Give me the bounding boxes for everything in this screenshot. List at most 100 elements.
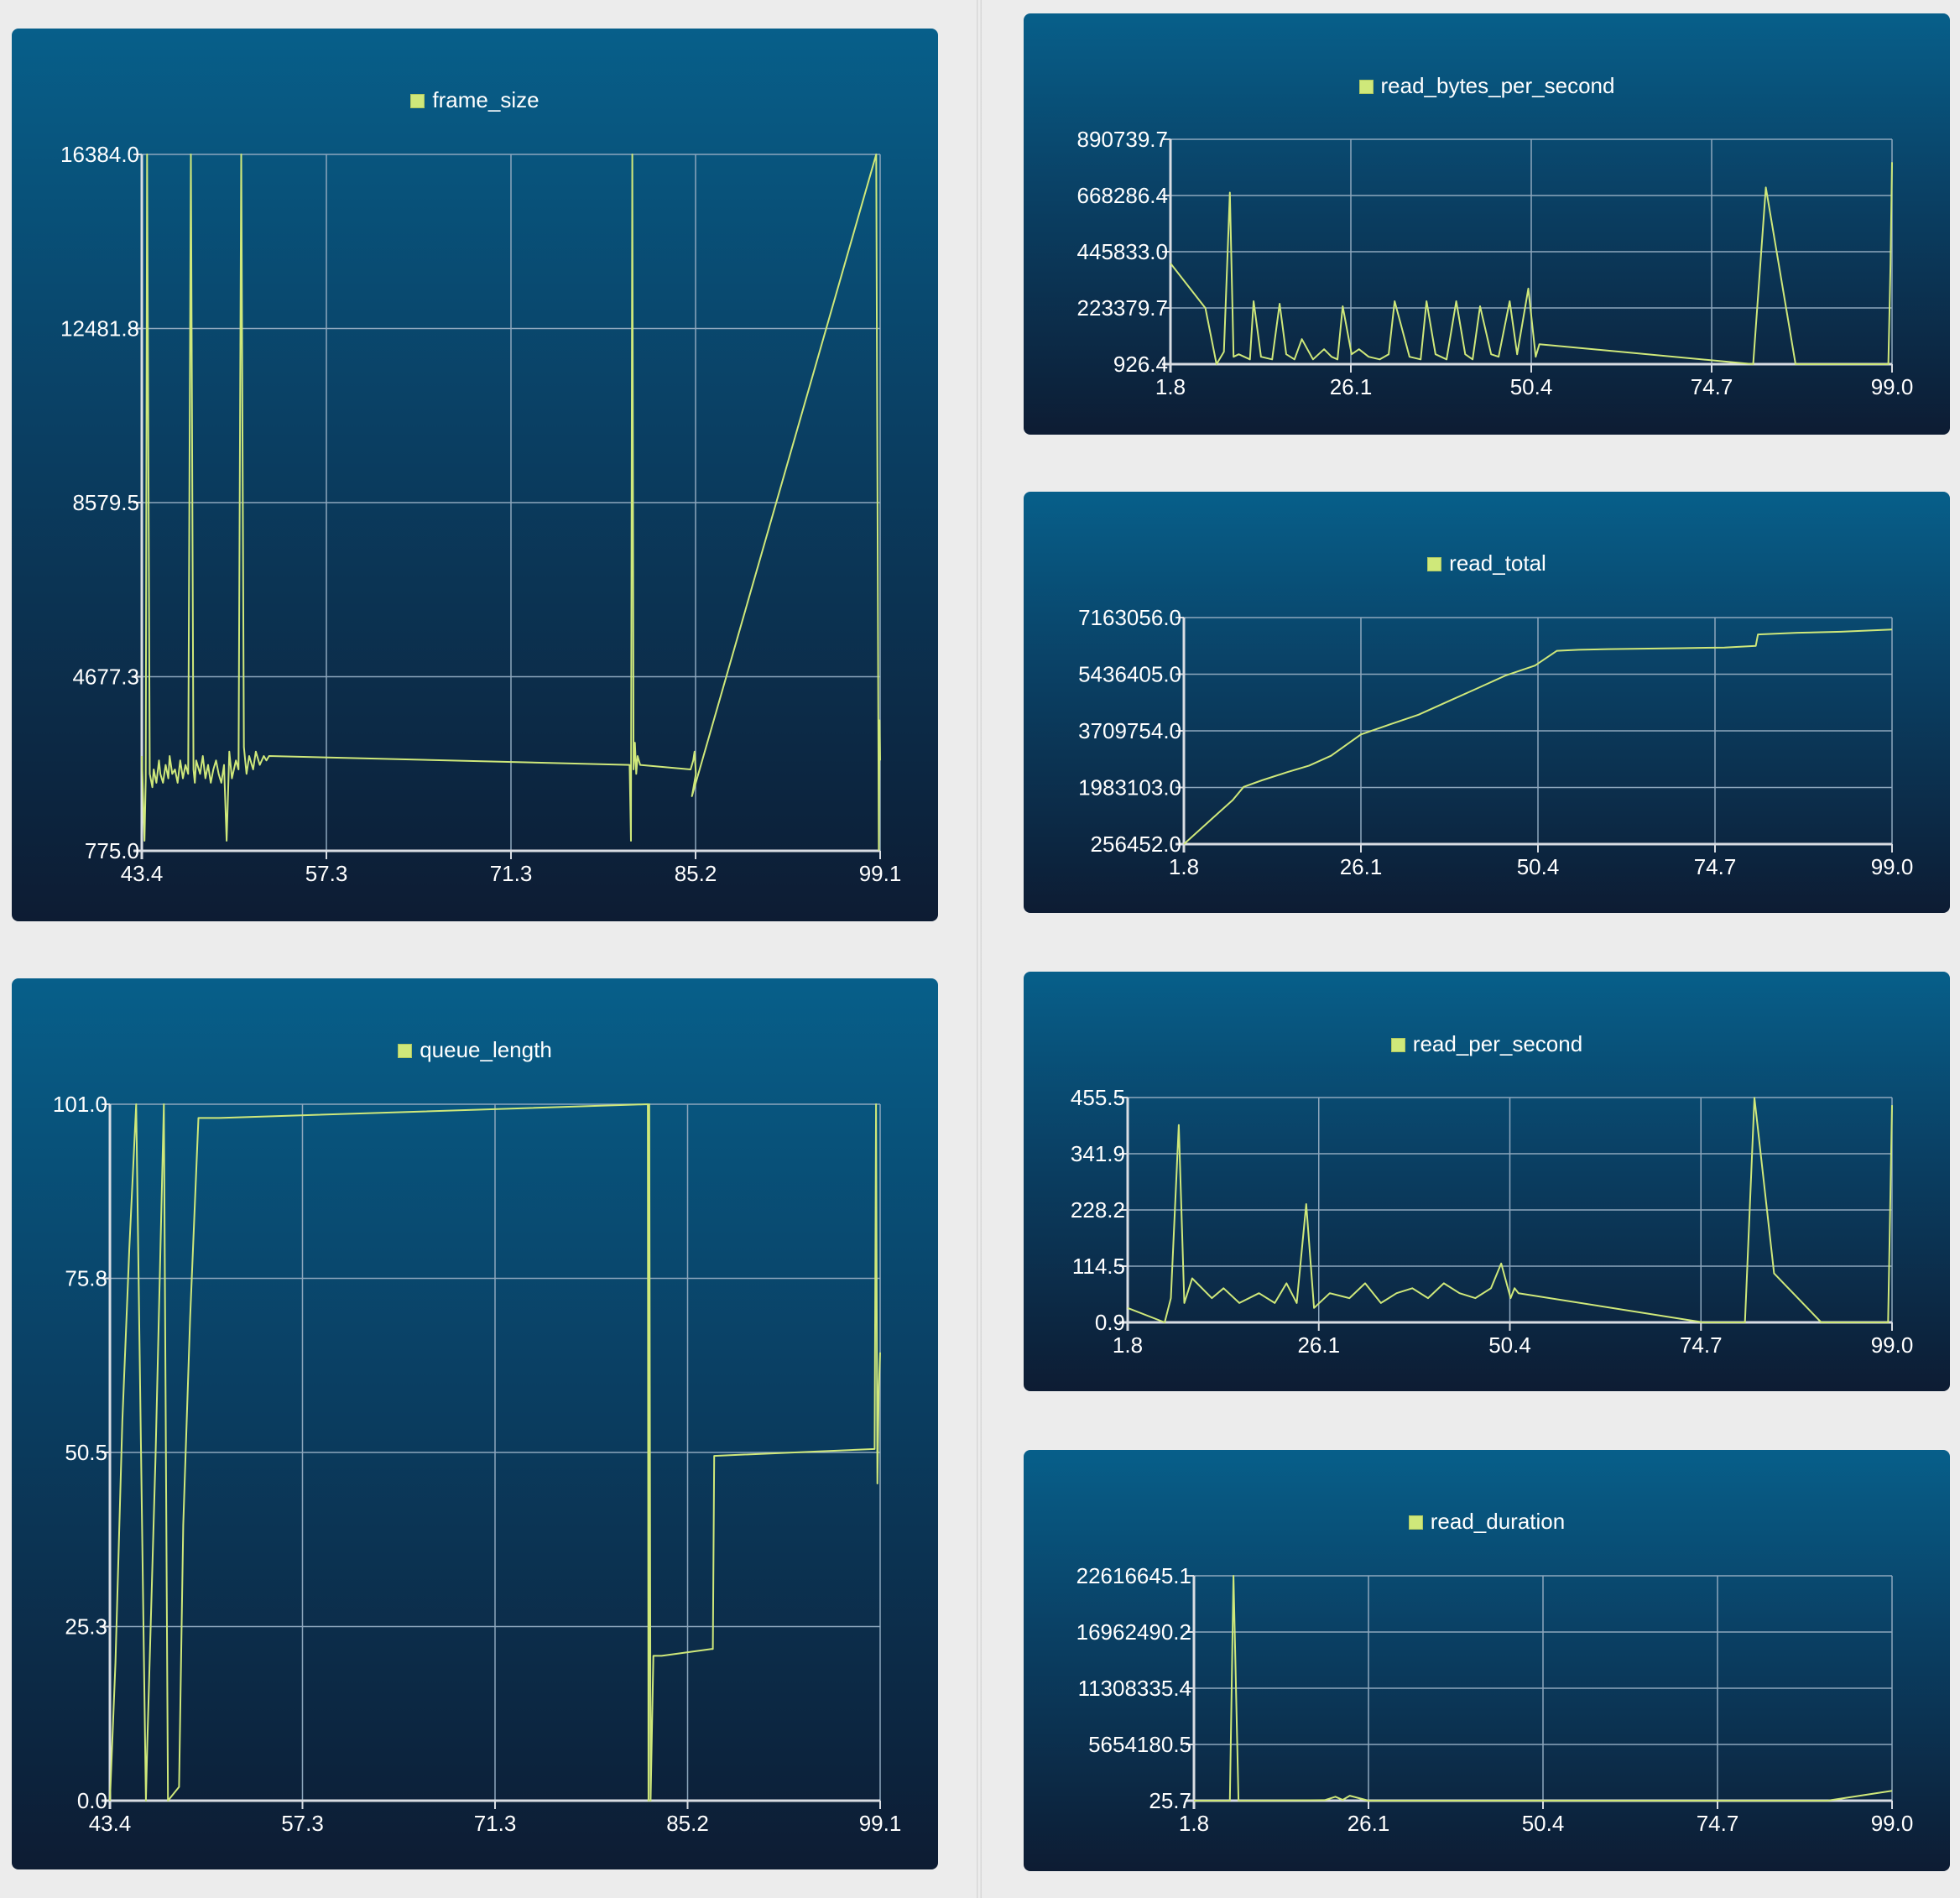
x-tick-label: 57.3 [281, 1811, 324, 1836]
legend: frame_size [12, 87, 938, 112]
y-tick-label: 0.9 [1095, 1310, 1125, 1335]
y-tick-label: 926.4 [1113, 352, 1168, 377]
y-tick-label: 223379.7 [1077, 295, 1168, 321]
y-tick-label: 101.0 [53, 1092, 107, 1117]
y-tick-label: 11308335.4 [1078, 1676, 1191, 1701]
x-tick-label: 1.8 [1155, 374, 1186, 399]
legend: read_total [1024, 550, 1950, 576]
y-tick-label: 455.5 [1071, 1085, 1125, 1110]
y-tick-label: 5654180.5 [1088, 1732, 1191, 1757]
x-tick-label: 99.0 [1871, 374, 1914, 399]
chart-panel-read-total: read_total 1.8 26.1 50.4 74.7 99.0 256452.0 19… [1024, 492, 1950, 913]
axes: 1.8 26.1 50.4 74.7 99.0 0.9 114.5 228.2 341.9 455… [1071, 1085, 1913, 1358]
legend-swatch [1358, 80, 1374, 94]
y-tick-label: 890739.7 [1077, 127, 1168, 152]
x-tick-label: 99.0 [1871, 1332, 1914, 1358]
grid [1183, 617, 1893, 845]
series-line [1127, 1097, 1893, 1323]
legend-swatch [1390, 1038, 1405, 1052]
x-tick-label: 43.4 [89, 1811, 132, 1836]
y-tick-label: 341.9 [1071, 1141, 1125, 1166]
chart-svg: 43.4 57.3 71.3 85.2 99.1 775.0 4677.3 8579.5 124… [60, 142, 901, 886]
x-tick-label: 99.1 [859, 861, 902, 886]
legend-swatch [1408, 1515, 1423, 1530]
legend: queue_length [12, 1037, 938, 1062]
y-tick-label: 16384.0 [60, 142, 139, 167]
y-tick-label: 775.0 [85, 838, 139, 863]
grid [141, 154, 881, 852]
x-tick-label: 26.1 [1297, 1332, 1340, 1358]
chart-svg: 1.8 26.1 50.4 74.7 99.0 256452.0 1983103.0 3709… [1078, 605, 1913, 879]
chart-svg: 1.8 26.1 50.4 74.7 99.0 0.9 114.5 228.2 341.9 455… [1071, 1085, 1913, 1358]
y-tick-label: 16962490.2 [1076, 1619, 1191, 1645]
y-tick-label: 0.0 [77, 1788, 107, 1813]
axes: 1.8 26.1 50.4 74.7 99.0 25.7 5654180.5 11308335… [1076, 1563, 1914, 1836]
grid [1170, 138, 1893, 365]
legend: read_duration [1024, 1509, 1950, 1534]
axes: 1.8 26.1 50.4 74.7 99.0 256452.0 1983103.0 3709… [1078, 605, 1913, 879]
x-tick-label: 71.3 [490, 861, 533, 886]
x-tick-label: 1.8 [1169, 854, 1199, 879]
chart-panel-read-duration: read_duration 1.8 26.1 50.4 74.7 99.0 25.7 565… [1024, 1450, 1950, 1871]
x-tick-label: 85.2 [675, 861, 717, 886]
legend: read_bytes_per_second [1024, 73, 1950, 98]
x-tick-label: 74.7 [1691, 374, 1733, 399]
legend-label: frame_size [432, 87, 540, 112]
chart-panel-read-bytes-per-second: read_bytes_per_second 1.8 26.1 50.4 74.7 99.… [1024, 13, 1950, 435]
legend-swatch [410, 94, 425, 108]
window-divider[interactable] [977, 0, 982, 1898]
series-line [109, 1103, 881, 1802]
series-line [1170, 162, 1893, 365]
axes: 43.4 57.3 71.3 85.2 99.1 0.0 25.3 50.5 75.8 101.0 [53, 1092, 901, 1836]
legend-label: queue_length [420, 1037, 552, 1062]
x-tick-label: 1.8 [1179, 1811, 1209, 1836]
x-tick-label: 99.0 [1871, 1811, 1914, 1836]
x-tick-label: 26.1 [1330, 374, 1373, 399]
x-tick-label: 71.3 [474, 1811, 517, 1836]
y-tick-label: 256452.0 [1091, 832, 1181, 857]
legend-label: read_bytes_per_second [1380, 73, 1615, 98]
axes: 43.4 57.3 71.3 85.2 99.1 775.0 4677.3 8579.5 124… [60, 142, 901, 886]
y-tick-label: 445833.0 [1077, 239, 1168, 264]
x-tick-label: 26.1 [1340, 854, 1383, 879]
chart-svg: 1.8 26.1 50.4 74.7 99.0 926.4 223379.7 445833.0… [1077, 127, 1914, 399]
chart-panel-read-per-second: read_per_second 1.8 26.1 50.4 74.7 99.0 0.9 11… [1024, 972, 1950, 1391]
grid [1127, 1097, 1893, 1323]
legend-swatch [1427, 557, 1442, 571]
chart-panel-frame-size: frame_size 43.4 57.3 71.3 85.2 99.1 775.0 4677… [12, 29, 938, 921]
x-tick-label: 74.7 [1694, 854, 1737, 879]
x-tick-label: 26.1 [1348, 1811, 1390, 1836]
axes: 1.8 26.1 50.4 74.7 99.0 926.4 223379.7 445833.0… [1077, 127, 1914, 399]
y-tick-label: 8579.5 [72, 490, 139, 515]
x-tick-label: 43.4 [121, 861, 164, 886]
y-tick-label: 22616645.1 [1076, 1563, 1191, 1588]
y-tick-label: 12481.8 [60, 316, 139, 342]
x-tick-label: 50.4 [1517, 854, 1560, 879]
chart-panel-queue-length: queue_length 43.4 57.3 71.3 85.2 99.1 0.0 25.3… [12, 978, 938, 1869]
x-tick-label: 50.4 [1510, 374, 1553, 399]
x-tick-label: 74.7 [1697, 1811, 1739, 1836]
legend-label: read_duration [1430, 1509, 1566, 1534]
y-tick-label: 7163056.0 [1078, 605, 1181, 630]
legend-swatch [398, 1044, 413, 1058]
x-tick-label: 50.4 [1488, 1332, 1531, 1358]
series-line [1194, 1575, 1893, 1802]
y-tick-label: 25.7 [1149, 1788, 1191, 1813]
x-tick-label: 99.0 [1871, 854, 1914, 879]
x-tick-label: 85.2 [666, 1811, 709, 1836]
y-tick-label: 1983103.0 [1078, 775, 1181, 800]
y-tick-label: 5436405.0 [1078, 662, 1181, 687]
grid [1193, 1575, 1893, 1802]
y-tick-label: 75.8 [65, 1266, 107, 1291]
x-tick-label: 99.1 [859, 1811, 902, 1836]
y-tick-label: 114.5 [1072, 1254, 1125, 1279]
grid [109, 1103, 881, 1802]
y-tick-label: 50.5 [65, 1440, 107, 1465]
legend-label: read_per_second [1412, 1031, 1583, 1056]
x-tick-label: 57.3 [305, 861, 348, 886]
chart-svg: 1.8 26.1 50.4 74.7 99.0 25.7 5654180.5 11308335… [1076, 1563, 1914, 1836]
x-tick-label: 50.4 [1522, 1811, 1565, 1836]
y-tick-label: 3709754.0 [1078, 718, 1181, 743]
x-tick-label: 1.8 [1113, 1332, 1143, 1358]
x-tick-label: 74.7 [1680, 1332, 1723, 1358]
